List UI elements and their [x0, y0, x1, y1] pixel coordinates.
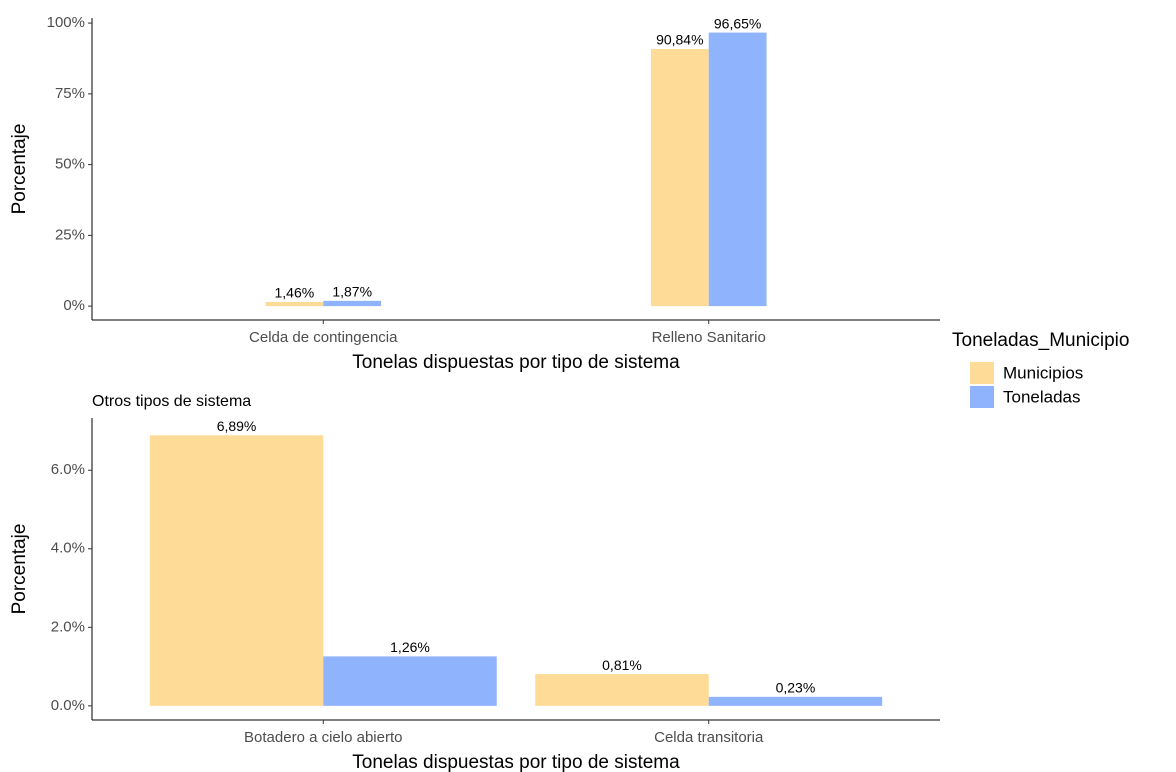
- data-label: 0,23%: [776, 680, 816, 696]
- legend-key: [970, 386, 994, 408]
- x-axis-title: Tonelas dispuestas por tipo de sistema: [352, 752, 680, 772]
- bar: [708, 32, 767, 307]
- data-label: 96,65%: [714, 15, 761, 31]
- x-tick-label: Celda transitoria: [654, 729, 764, 746]
- bar: [650, 49, 709, 307]
- y-axis-title: Porcentaje: [9, 524, 30, 615]
- bar: [323, 656, 497, 706]
- y-tick-label: 25%: [55, 226, 85, 243]
- data-label: 1,46%: [275, 285, 315, 301]
- legend-key: [970, 362, 994, 384]
- data-label: 0,81%: [602, 657, 642, 673]
- y-axis-title: Porcentaje: [9, 124, 30, 215]
- data-label: 1,26%: [390, 639, 430, 655]
- subtitle: Otros tipos de sistema: [92, 393, 251, 410]
- data-label: 90,84%: [656, 32, 703, 48]
- y-tick-label: 2.0%: [51, 618, 85, 635]
- y-tick-label: 6.0%: [51, 461, 85, 478]
- bar: [535, 674, 709, 706]
- bar: [323, 300, 382, 307]
- x-tick-label: Botadero a cielo abierto: [244, 729, 402, 746]
- bar: [265, 301, 324, 307]
- y-tick-label: 4.0%: [51, 540, 85, 557]
- y-tick-label: 100%: [47, 14, 85, 31]
- y-tick-label: 75%: [55, 85, 85, 102]
- data-label: 1,87%: [332, 284, 372, 300]
- x-tick-label: Relleno Sanitario: [652, 329, 766, 346]
- data-label: 6,89%: [217, 418, 257, 434]
- bar: [149, 435, 324, 706]
- bar: [708, 696, 883, 706]
- x-tick-label: Celda de contingencia: [249, 329, 398, 346]
- y-tick-label: 0%: [63, 297, 85, 314]
- legend-title: Toneladas_Municipio: [952, 330, 1129, 351]
- x-axis-title: Tonelas dispuestas por tipo de sistema: [352, 352, 680, 373]
- y-tick-label: 0.0%: [51, 697, 85, 714]
- legend-label: Toneladas: [1003, 387, 1081, 406]
- y-tick-label: 50%: [55, 156, 85, 173]
- legend-label: Municipios: [1003, 363, 1083, 382]
